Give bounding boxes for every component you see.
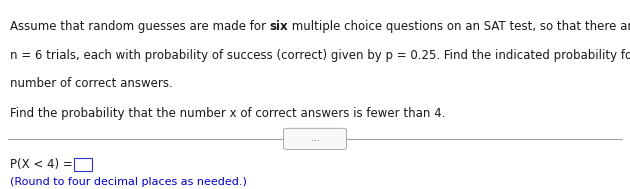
Text: Find the probability that the number x of correct answers is fewer than 4.: Find the probability that the number x o… xyxy=(10,107,445,120)
Text: Assume that random guesses are made for: Assume that random guesses are made for xyxy=(10,20,270,33)
FancyBboxPatch shape xyxy=(284,128,346,149)
Text: multiple choice questions on an SAT test, so that there are: multiple choice questions on an SAT test… xyxy=(289,20,630,33)
Text: n = 6 trials, each with probability of success (correct) given by p = 0.25. Find: n = 6 trials, each with probability of s… xyxy=(10,49,630,62)
Text: ...: ... xyxy=(311,134,319,143)
Text: (Round to four decimal places as needed.): (Round to four decimal places as needed.… xyxy=(10,177,247,187)
Text: six: six xyxy=(270,20,289,33)
Text: P(X < 4) =: P(X < 4) = xyxy=(10,158,73,171)
Text: number of correct answers.: number of correct answers. xyxy=(10,77,173,90)
